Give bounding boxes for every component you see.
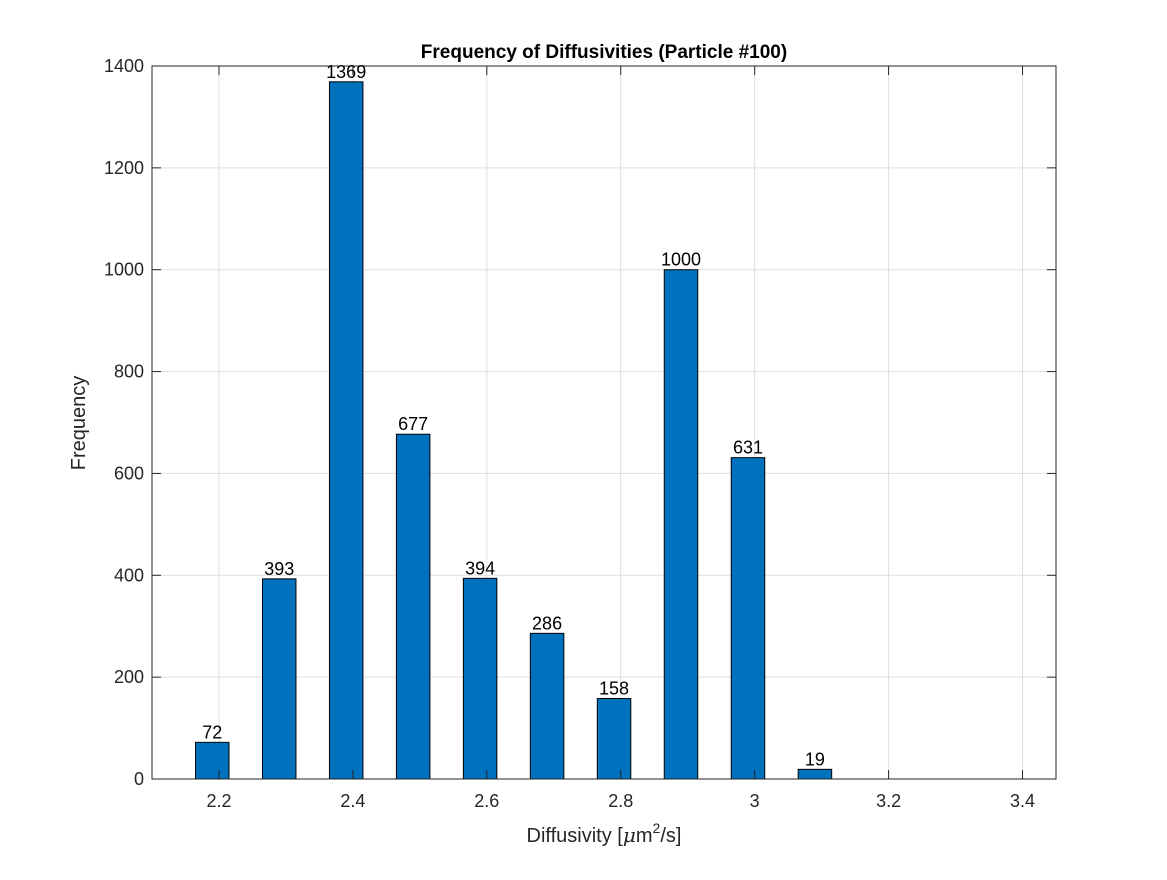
y-tick-label: 1400 bbox=[104, 56, 144, 76]
bar-value-label: 631 bbox=[733, 438, 763, 458]
bar-value-label: 394 bbox=[465, 558, 495, 578]
y-axis-label: Frequency bbox=[68, 376, 90, 471]
bar-value-label: 72 bbox=[202, 722, 222, 742]
x-axis-label-suffix: /s] bbox=[660, 825, 681, 847]
histogram-bar bbox=[462, 577, 498, 780]
x-axis-label: Diffusivity [μm2/s] bbox=[527, 820, 682, 847]
x-tick-label: 2.6 bbox=[474, 791, 499, 811]
axes-box bbox=[151, 65, 1057, 780]
x-tick-label: 2.2 bbox=[206, 791, 231, 811]
x-axis-label-unit-base: m bbox=[636, 825, 653, 847]
bar-value-label: 19 bbox=[805, 749, 825, 769]
x-axis-label-superscript: 2 bbox=[653, 820, 661, 836]
bar-value-label: 286 bbox=[532, 613, 562, 633]
x-axis-label-prefix: Diffusivity [ bbox=[527, 825, 624, 847]
y-tick-label: 200 bbox=[114, 667, 144, 687]
histogram-bar bbox=[529, 632, 565, 780]
x-tick-label: 2.8 bbox=[608, 791, 633, 811]
histogram-bar bbox=[663, 269, 699, 780]
y-tick-label: 1000 bbox=[104, 260, 144, 280]
bar-value-label: 1000 bbox=[661, 250, 701, 270]
chart-title: Frequency of Diffusivities (Particle #10… bbox=[421, 42, 787, 63]
histogram-bar bbox=[596, 698, 632, 780]
x-tick-label: 3 bbox=[750, 791, 760, 811]
x-axis-label-mu: μ bbox=[623, 823, 636, 847]
axes-layer: 2.2 2.4 2.6 2.8 3 3.2 3.4 0 200 400 600 800 1000 1200… bbox=[104, 56, 1057, 811]
histogram-bar bbox=[797, 768, 833, 780]
histogram-bar bbox=[261, 578, 297, 780]
x-tick-label: 3.2 bbox=[876, 791, 901, 811]
bars-layer bbox=[195, 81, 833, 780]
histogram-bar bbox=[328, 81, 364, 780]
bar-value-label: 1369 bbox=[326, 62, 366, 82]
y-tick-label: 1200 bbox=[104, 158, 144, 178]
y-tick-label: 600 bbox=[114, 463, 144, 483]
histogram-bar bbox=[395, 433, 431, 780]
bar-value-label: 158 bbox=[599, 679, 629, 699]
x-tick-label: 2.4 bbox=[340, 791, 365, 811]
y-tick-label: 0 bbox=[134, 769, 144, 789]
x-tick-label: 3.4 bbox=[1010, 791, 1035, 811]
histogram-bar bbox=[730, 457, 766, 780]
y-tick-label: 800 bbox=[114, 362, 144, 382]
histogram-bar bbox=[195, 741, 230, 780]
bar-value-label: 393 bbox=[264, 559, 294, 579]
bar-value-label: 677 bbox=[398, 414, 428, 434]
y-tick-label: 400 bbox=[114, 565, 144, 585]
labels-layer: 72 393 1369 677 394 286 158 1000 631 19 bbox=[202, 62, 825, 770]
grid-layer bbox=[152, 65, 1056, 780]
